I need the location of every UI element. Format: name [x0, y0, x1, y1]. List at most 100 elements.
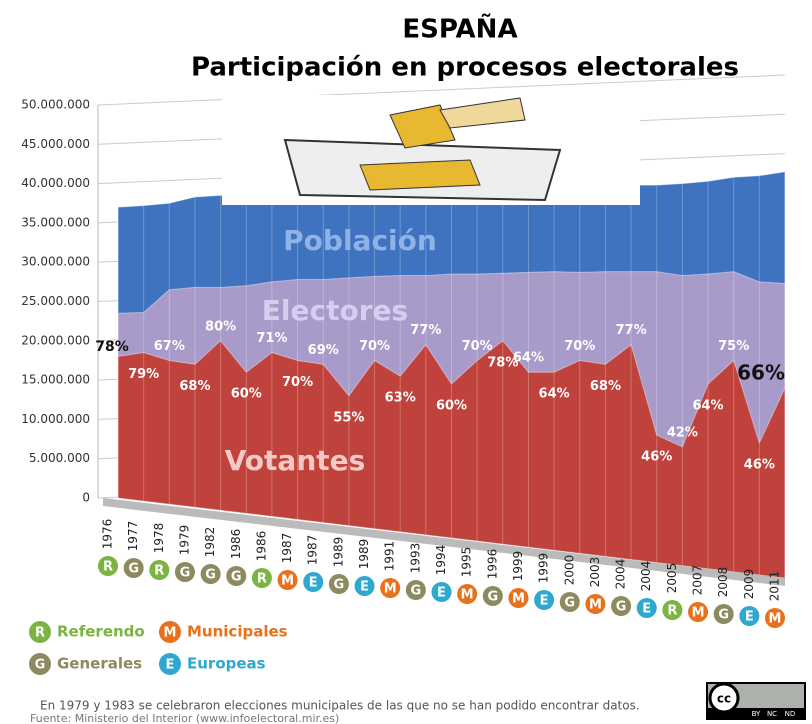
note: En 1979 y 1983 se celebraron elecciones …: [40, 699, 640, 713]
x-tick-label: 1989: [331, 537, 345, 568]
type-badge: [559, 592, 580, 612]
x-tick-label: 1979: [177, 525, 191, 556]
type-letter: R: [667, 604, 677, 619]
cc-circle: [708, 682, 740, 714]
x-tick-label: 2011: [768, 571, 782, 602]
type-letter: R: [154, 564, 164, 579]
participation-label: 64%: [692, 399, 723, 414]
series-label: Electores: [262, 294, 408, 327]
y-tick-label: 50.000.000: [21, 98, 90, 112]
legend-badge: [29, 621, 51, 643]
x-tick-label: 1977: [126, 521, 140, 552]
type-badge: [688, 602, 709, 622]
legend-letter: R: [35, 626, 45, 641]
legend-letter: E: [166, 658, 175, 673]
participation-label: 69%: [308, 343, 339, 358]
x-tick-label: 1987: [306, 535, 320, 566]
type-badge: [226, 566, 247, 586]
cc-symbol: cc: [717, 692, 731, 706]
type-letter: G: [334, 578, 345, 593]
cc-badge: cc BY NC ND: [706, 682, 806, 720]
license-term: BY: [752, 710, 761, 718]
type-badge: [508, 588, 529, 608]
type-letter: G: [205, 568, 216, 583]
type-letter: G: [487, 590, 498, 605]
participation-label: 79%: [128, 367, 159, 382]
x-tick-label: 2005: [665, 563, 679, 594]
type-badge: [328, 574, 349, 594]
type-badge: [457, 584, 478, 604]
x-tick-label: 1999: [511, 551, 525, 582]
participation-label: 42%: [667, 425, 698, 440]
participation-label: 80%: [205, 319, 236, 334]
type-badge: [354, 576, 375, 596]
x-tick-label: 1986: [229, 529, 243, 560]
participation-label: 77%: [410, 323, 441, 338]
participation-label: 67%: [154, 339, 185, 354]
type-letter: E: [360, 580, 369, 595]
participation-label: 68%: [590, 379, 621, 394]
x-tick-label: 1976: [101, 519, 115, 550]
type-badge: [200, 564, 221, 584]
type-letter: G: [128, 562, 139, 577]
type-letter: G: [564, 596, 575, 611]
legend-badge: [29, 653, 51, 675]
type-badge: [380, 578, 401, 598]
type-badge: [431, 582, 452, 602]
x-tick-label: 1994: [434, 545, 448, 576]
y-tick-label: 40.000.000: [21, 176, 90, 190]
type-letter: M: [769, 612, 782, 627]
participation-label: 75%: [718, 339, 749, 354]
legend-name: Europeas: [187, 655, 266, 673]
type-badge: [405, 580, 426, 600]
x-tick-label: 1978: [152, 523, 166, 554]
source: Fuente: Ministerio del Interior (www.inf…: [30, 712, 339, 724]
y-tick-label: 45.000.000: [21, 137, 90, 151]
type-badge: [251, 568, 272, 588]
type-letter: G: [231, 570, 242, 585]
plot: 0 5.000.000 10.000.000 15.000.000 20.000.000…: [21, 74, 786, 675]
x-tick-label: 1993: [408, 543, 422, 574]
participation-label: 68%: [179, 379, 210, 394]
participation-label: 78%: [95, 339, 129, 355]
type-letter: R: [103, 560, 113, 575]
hand: [439, 97, 526, 129]
x-tick-label: 2009: [742, 569, 756, 600]
ballot: [389, 104, 456, 149]
ballots: [359, 159, 481, 191]
type-letter: E: [437, 586, 446, 601]
series-label: Votantes: [225, 444, 366, 477]
y-tick-label: 15.000.000: [21, 373, 90, 387]
y-tick-label: 35.000.000: [21, 215, 90, 229]
participation-label: 64%: [513, 351, 544, 366]
type-badge: [149, 560, 170, 580]
x-tick-label: 1999: [537, 553, 551, 584]
y-tick-label: 0: [82, 491, 90, 505]
type-letter: M: [281, 574, 294, 589]
type-letter: M: [512, 592, 525, 607]
grid-line: [97, 74, 786, 106]
legend-name: Municipales: [187, 623, 288, 641]
x-tick-label: 1991: [383, 541, 397, 572]
type-badge: [174, 562, 195, 582]
participation-label: 46%: [641, 450, 672, 465]
type-badge: [98, 556, 118, 576]
type-badge: [739, 606, 760, 626]
legend-badge: [159, 621, 181, 643]
type-badge: [277, 570, 298, 590]
chart-subtitle: Participación en procesos electorales: [191, 53, 739, 83]
x-tick-label: 2000: [562, 555, 576, 586]
participation-label: 63%: [385, 391, 416, 406]
participation-label: 70%: [282, 375, 313, 390]
x-tick-label: 2007: [691, 565, 705, 596]
type-letter: G: [718, 608, 729, 623]
x-tick-label: 2003: [588, 557, 602, 588]
type-letter: M: [384, 582, 397, 597]
type-badge: [123, 558, 144, 578]
participation-label: 71%: [256, 331, 287, 346]
x-tick-label: 1989: [357, 539, 371, 570]
area: [117, 340, 786, 579]
participation-label: 60%: [436, 399, 467, 414]
type-badge: [482, 586, 503, 606]
